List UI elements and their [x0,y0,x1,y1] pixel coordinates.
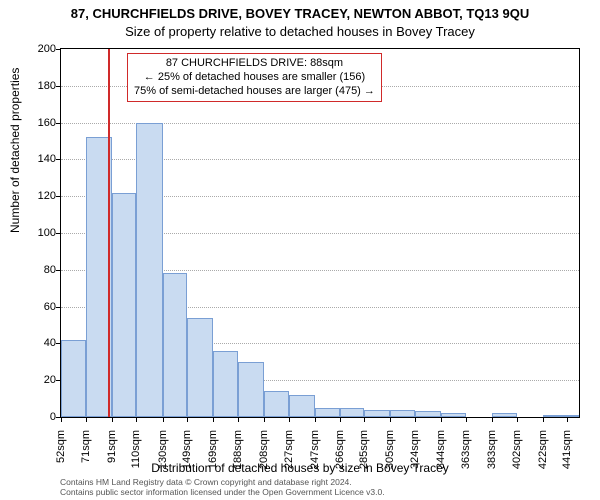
histogram-bar [492,413,517,417]
x-tick-mark [315,417,316,422]
y-axis-label: Number of detached properties [8,68,22,233]
x-tick-mark [517,417,518,422]
x-tick-mark [112,417,113,422]
x-tick-label: 149sqm [181,430,193,480]
y-tick-label: 0 [6,411,56,423]
y-tick-label: 200 [6,43,56,55]
chart-container: { "chart": { "type": "histogram", "title… [0,0,600,500]
y-tick-label: 40 [6,337,56,349]
footer-line-2: Contains public sector information licen… [60,488,580,498]
annotation-line: 87 CHURCHFIELDS DRIVE: 88sqm [134,57,375,71]
histogram-bar [112,193,137,417]
y-tick-mark [56,49,61,50]
y-tick-mark [56,159,61,160]
histogram-bar [441,413,466,417]
x-tick-label: 247sqm [309,430,321,480]
x-tick-mark [163,417,164,422]
y-tick-label: 160 [6,117,56,129]
x-tick-mark [441,417,442,422]
x-tick-label: 130sqm [157,430,169,480]
x-tick-mark [264,417,265,422]
x-tick-label: 110sqm [130,430,142,480]
x-tick-label: 227sqm [283,430,295,480]
y-tick-mark [56,270,61,271]
y-tick-label: 140 [6,153,56,165]
x-tick-label: 208sqm [258,430,270,480]
x-tick-label: 324sqm [409,430,421,480]
x-tick-label: 383sqm [486,430,498,480]
y-tick-label: 180 [6,80,56,92]
x-tick-mark [136,417,137,422]
x-tick-label: 285sqm [358,430,370,480]
annotation-line: ← 25% of detached houses are smaller (15… [134,71,375,85]
x-tick-mark [492,417,493,422]
y-tick-mark [56,123,61,124]
histogram-bar [213,351,238,417]
y-tick-mark [56,307,61,308]
y-tick-label: 120 [6,190,56,202]
y-tick-mark [56,86,61,87]
y-tick-label: 20 [6,374,56,386]
plot-area: 87 CHURCHFIELDS DRIVE: 88sqm← 25% of det… [60,48,580,418]
x-tick-mark [364,417,365,422]
y-tick-label: 100 [6,227,56,239]
histogram-bar [415,411,441,417]
x-tick-mark [238,417,239,422]
x-tick-label: 266sqm [334,430,346,480]
annotation-box: 87 CHURCHFIELDS DRIVE: 88sqm← 25% of det… [127,53,382,102]
x-tick-mark [466,417,467,422]
x-tick-label: 169sqm [207,430,219,480]
histogram-bar [543,415,568,417]
histogram-bar [264,391,289,417]
chart-footer: Contains HM Land Registry data © Crown c… [60,478,580,498]
histogram-bar [136,123,162,417]
x-tick-label: 363sqm [460,430,472,480]
histogram-bar [567,415,579,417]
x-tick-label: 402sqm [511,430,523,480]
y-tick-label: 80 [6,264,56,276]
x-tick-label: 52sqm [55,430,67,480]
x-tick-mark [415,417,416,422]
y-tick-mark [56,233,61,234]
histogram-bar [315,408,340,417]
histogram-bar [238,362,264,417]
histogram-bar [61,340,86,417]
y-tick-mark [56,196,61,197]
x-tick-mark [340,417,341,422]
x-tick-mark [213,417,214,422]
x-tick-label: 441sqm [561,430,573,480]
y-tick-label: 60 [6,301,56,313]
x-tick-mark [567,417,568,422]
x-tick-label: 188sqm [232,430,244,480]
histogram-bar [289,395,315,417]
reference-line [108,49,110,417]
x-tick-mark [187,417,188,422]
x-tick-mark [86,417,87,422]
x-tick-mark [390,417,391,422]
x-tick-mark [543,417,544,422]
x-tick-mark [61,417,62,422]
histogram-bar [390,410,415,417]
chart-title-sub: Size of property relative to detached ho… [0,24,600,39]
annotation-line: 75% of semi-detached houses are larger (… [134,85,375,99]
x-tick-label: 91sqm [106,430,118,480]
x-tick-label: 344sqm [435,430,447,480]
histogram-bar [340,408,365,417]
x-tick-label: 422sqm [537,430,549,480]
histogram-bar [364,410,390,417]
histogram-bar [163,273,188,417]
histogram-bar [187,318,213,417]
x-tick-label: 71sqm [80,430,92,480]
chart-title-main: 87, CHURCHFIELDS DRIVE, BOVEY TRACEY, NE… [0,6,600,21]
x-tick-label: 305sqm [384,430,396,480]
x-tick-mark [289,417,290,422]
